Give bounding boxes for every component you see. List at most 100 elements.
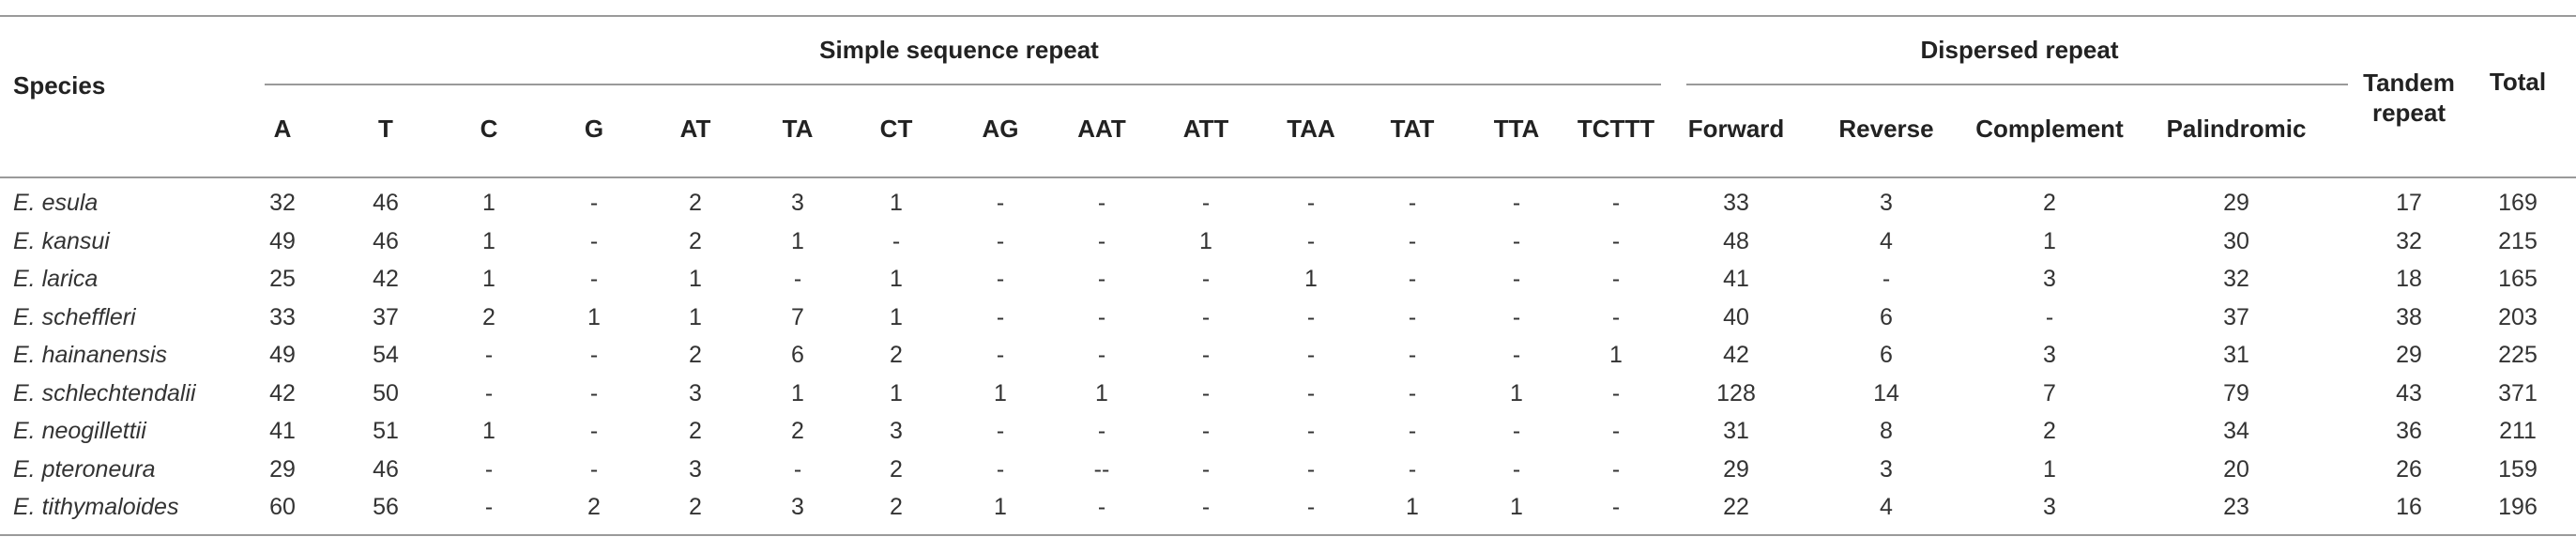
table-cell: - (1201, 190, 1211, 216)
table-cell: - (1097, 494, 1106, 520)
table-cell: 37 (2223, 303, 2249, 330)
table-cell: - (996, 227, 1005, 254)
table-cell: 1 (1609, 342, 1623, 368)
column-header: T (378, 115, 393, 143)
table-cell: 1 (1510, 379, 1523, 406)
table-cell: 1 (1406, 494, 1419, 520)
table-cell: 46 (373, 227, 399, 254)
table-cell: - (1097, 342, 1106, 368)
table-cell: 14 (1873, 379, 1899, 406)
table-cell: 1 (482, 418, 495, 444)
table-cell: 1 (994, 379, 1007, 406)
table-cell: 34 (2223, 418, 2249, 444)
table-cell: - (1097, 227, 1106, 254)
table-cell: 1 (482, 190, 495, 216)
table-cell: 29 (2396, 342, 2422, 368)
table-cell: 1 (2043, 227, 2056, 254)
table-cell: 60 (269, 494, 296, 520)
ssr-group-header: Simple sequence repeat (819, 36, 1099, 64)
column-header: Palindromic (2166, 115, 2307, 143)
table-cell: 41 (1723, 266, 1749, 292)
table-cell: 2 (2043, 418, 2056, 444)
table-cell: 49 (269, 342, 296, 368)
table-cell: 42 (373, 266, 399, 292)
species-name: E. neogillettii (13, 418, 146, 444)
table-cell: 371 (2498, 379, 2538, 406)
species-header: Species (13, 71, 106, 100)
table-cell: 215 (2498, 227, 2538, 254)
table-cell: 32 (269, 190, 296, 216)
table-cell: - (996, 342, 1005, 368)
table-cell: - (996, 303, 1005, 330)
table-cell: - (1512, 342, 1521, 368)
table-cell: 128 (1716, 379, 1756, 406)
table-cell: - (793, 266, 802, 292)
table-cell: 3 (1880, 455, 1893, 483)
table-cell: 1 (890, 190, 903, 216)
table-cell: 211 (2499, 418, 2537, 444)
table-cell: - (1306, 190, 1316, 216)
table-cell: 1 (890, 266, 903, 292)
column-header: A (273, 115, 292, 143)
table-cell: - (1408, 190, 1417, 216)
table-cell: 6 (791, 342, 804, 368)
tandem-header-line1: Tandem (2363, 69, 2455, 97)
column-header: Complement (1975, 115, 2124, 143)
table-cell: - (589, 227, 599, 254)
table-cell: 79 (2223, 379, 2249, 406)
table-cell: - (1306, 303, 1316, 330)
table-cell: 196 (2498, 494, 2538, 520)
table-cell: 29 (269, 455, 296, 483)
table-cell: 3 (1880, 190, 1893, 216)
table-cell: 1 (1304, 266, 1318, 292)
table-cell: 43 (2396, 379, 2422, 406)
table-cell: 48 (1723, 227, 1749, 254)
table-cell: - (1512, 266, 1521, 292)
table-cell: 33 (1723, 190, 1749, 216)
table-cell: - (1611, 418, 1621, 444)
table-cell: - (1408, 227, 1417, 254)
table-cell: - (1408, 379, 1417, 406)
table-cell: - (1882, 266, 1891, 292)
table-cell: - (1611, 303, 1621, 330)
table-cell: 1 (482, 227, 495, 254)
table-cell: 23 (2223, 494, 2249, 520)
table-cell: 1 (1199, 227, 1212, 254)
species-name: E. kansui (13, 227, 110, 254)
table-cell: - (1408, 303, 1417, 330)
table-cell: 40 (1723, 303, 1749, 330)
table-cell: - (1512, 418, 1521, 444)
table-cell: - (589, 418, 599, 444)
dispersed-group-header: Dispersed repeat (1920, 36, 2119, 64)
table-cell: - (996, 418, 1005, 444)
table-cell: - (2045, 303, 2054, 330)
table-cell: - (1201, 494, 1211, 520)
table-cell: 1 (994, 494, 1007, 520)
table-cell: - (1611, 455, 1621, 483)
column-header: AG (982, 115, 1019, 143)
table-cell: - (1611, 266, 1621, 292)
table-cell: - (589, 342, 599, 368)
table-cell: 1 (890, 379, 903, 406)
table-cell: 31 (2223, 342, 2249, 368)
table-cell: 3 (689, 379, 702, 406)
table-cell: 203 (2498, 303, 2538, 330)
table-cell: - (1306, 494, 1316, 520)
tandem-header-line2: repeat (2371, 99, 2446, 127)
table-cell: - (1611, 379, 1621, 406)
table-cell: 32 (2223, 266, 2249, 292)
table-cell: 22 (1723, 494, 1749, 520)
table-cell: 46 (373, 190, 399, 216)
table-cell: - (1408, 266, 1417, 292)
table-cell: 1 (890, 303, 903, 330)
table-cell: 7 (791, 303, 804, 330)
table-cell: 3 (2043, 342, 2056, 368)
table-cell: 26 (2396, 455, 2422, 483)
table-cell: 41 (269, 418, 296, 444)
bottom-rule (0, 534, 2576, 536)
table-cell: 1 (791, 227, 804, 254)
total-header: Total (2489, 68, 2547, 96)
table-cell: 2 (689, 418, 702, 444)
table-cell: - (1097, 190, 1106, 216)
column-header: AT (679, 115, 711, 143)
